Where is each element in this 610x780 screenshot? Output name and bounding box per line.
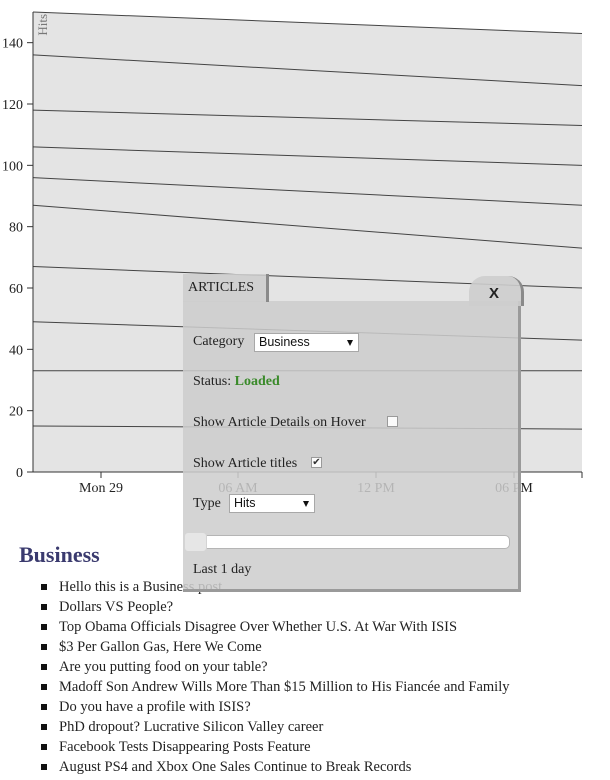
article-titles-checkbox[interactable]: ✔ [311, 457, 322, 468]
series-line-2 [32, 54, 583, 87]
category-select[interactable]: Business [254, 333, 359, 352]
chevron-down-icon [303, 501, 309, 507]
y-tick-label: 60 [9, 282, 23, 297]
article-titles-label: Show Article titles [193, 456, 298, 471]
series-line-3 [32, 109, 583, 126]
section-title: Business [19, 542, 100, 567]
y-tick-label: 80 [9, 221, 23, 236]
y-tick-label: 140 [2, 37, 23, 52]
series-line-5 [32, 177, 583, 206]
article-list: Hello this is a Business post Dollars VS … [41, 577, 510, 777]
series-line-4 [32, 146, 583, 166]
y-tick-label: 120 [2, 98, 23, 113]
article-item[interactable]: Hello this is a Business post [41, 577, 510, 597]
series-line-1 [32, 11, 583, 34]
series-line-6 [32, 204, 583, 249]
article-item[interactable]: Top Obama Officials Disagree Over Whethe… [41, 617, 510, 637]
article-item[interactable]: PhD dropout? Lucrative Silicon Valley ca… [41, 717, 510, 737]
article-item[interactable]: $3 Per Gallon Gas, Here We Come [41, 637, 510, 657]
y-tick-label: 40 [9, 343, 23, 358]
time-range-slider[interactable] [185, 535, 510, 549]
close-button[interactable] [469, 276, 524, 306]
article-item[interactable]: Madoff Son Andrew Wills More Than $15 Mi… [41, 677, 510, 697]
type-select-value: Hits [234, 496, 256, 510]
article-item[interactable]: Facebook Tests Disappearing Posts Featur… [41, 737, 510, 757]
category-select-value: Business [259, 335, 310, 349]
chevron-down-icon [347, 340, 353, 346]
type-select[interactable]: Hits [229, 494, 315, 513]
time-range-slider-handle[interactable] [184, 532, 207, 552]
type-label: Type [193, 496, 221, 511]
article-item[interactable]: Are you putting food on your table? [41, 657, 510, 677]
articles-tab[interactable]: ARTICLES [183, 274, 269, 302]
y-tick-label: 20 [9, 405, 23, 420]
article-item[interactable]: Do you have a profile with ISIS? [41, 697, 510, 717]
y-tick-label: 0 [16, 466, 23, 481]
status-text: Status: Loaded [193, 374, 280, 390]
close-icon[interactable]: X [489, 285, 500, 302]
status-label: Status: [193, 374, 232, 389]
category-label: Category [193, 334, 245, 349]
article-item[interactable]: August PS4 and Xbox One Sales Continue t… [41, 757, 510, 777]
status-value: Loaded [234, 374, 280, 389]
article-item[interactable]: Dollars VS People? [41, 597, 510, 617]
y-axis-label: Hits [35, 14, 50, 36]
x-tick-label: Mon 29 [79, 481, 123, 496]
y-tick-label: 100 [2, 159, 23, 174]
details-on-hover-checkbox[interactable] [387, 416, 398, 427]
details-on-hover-label: Show Article Details on Hover [193, 415, 366, 430]
time-range-label: Last 1 day [193, 562, 252, 577]
